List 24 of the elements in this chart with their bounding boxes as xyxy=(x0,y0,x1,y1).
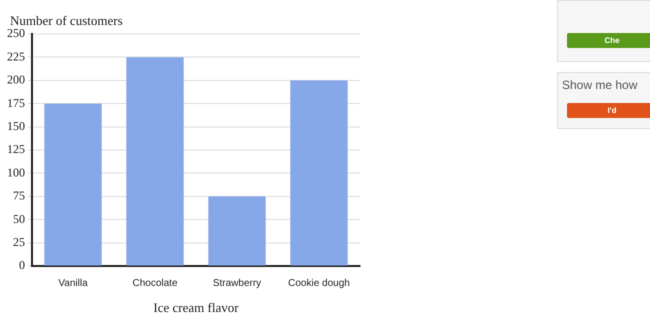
bar xyxy=(290,80,348,266)
y-tick-label: 225 xyxy=(7,49,25,64)
y-axis-title: Number of customers xyxy=(10,13,123,28)
bar xyxy=(208,196,266,266)
text: I'd xyxy=(567,103,650,118)
y-tick-label: 100 xyxy=(7,165,25,180)
text: Che xyxy=(567,33,650,48)
x-tick-label: Vanilla xyxy=(58,278,88,289)
y-tick-label: 125 xyxy=(7,142,25,156)
y-tick-label: 175 xyxy=(7,96,25,110)
x-tick-label: Chocolate xyxy=(132,278,178,289)
y-tick-label: 250 xyxy=(7,26,25,40)
y-tick-label: 25 xyxy=(13,234,25,249)
y-tick-label: 50 xyxy=(13,212,25,226)
y-tick-label: 75 xyxy=(13,188,25,203)
y-tick-label: 200 xyxy=(7,72,25,87)
x-axis-title: Ice cream flavor xyxy=(153,300,240,315)
bar xyxy=(44,104,102,266)
y-tick-label: 150 xyxy=(7,118,25,133)
x-tick-label: Strawberry xyxy=(212,278,262,289)
y-tick-label: 0 xyxy=(19,258,25,272)
x-tick-label: Cookie dough xyxy=(288,278,350,289)
bar xyxy=(126,57,184,266)
text: Show me how xyxy=(562,78,638,92)
